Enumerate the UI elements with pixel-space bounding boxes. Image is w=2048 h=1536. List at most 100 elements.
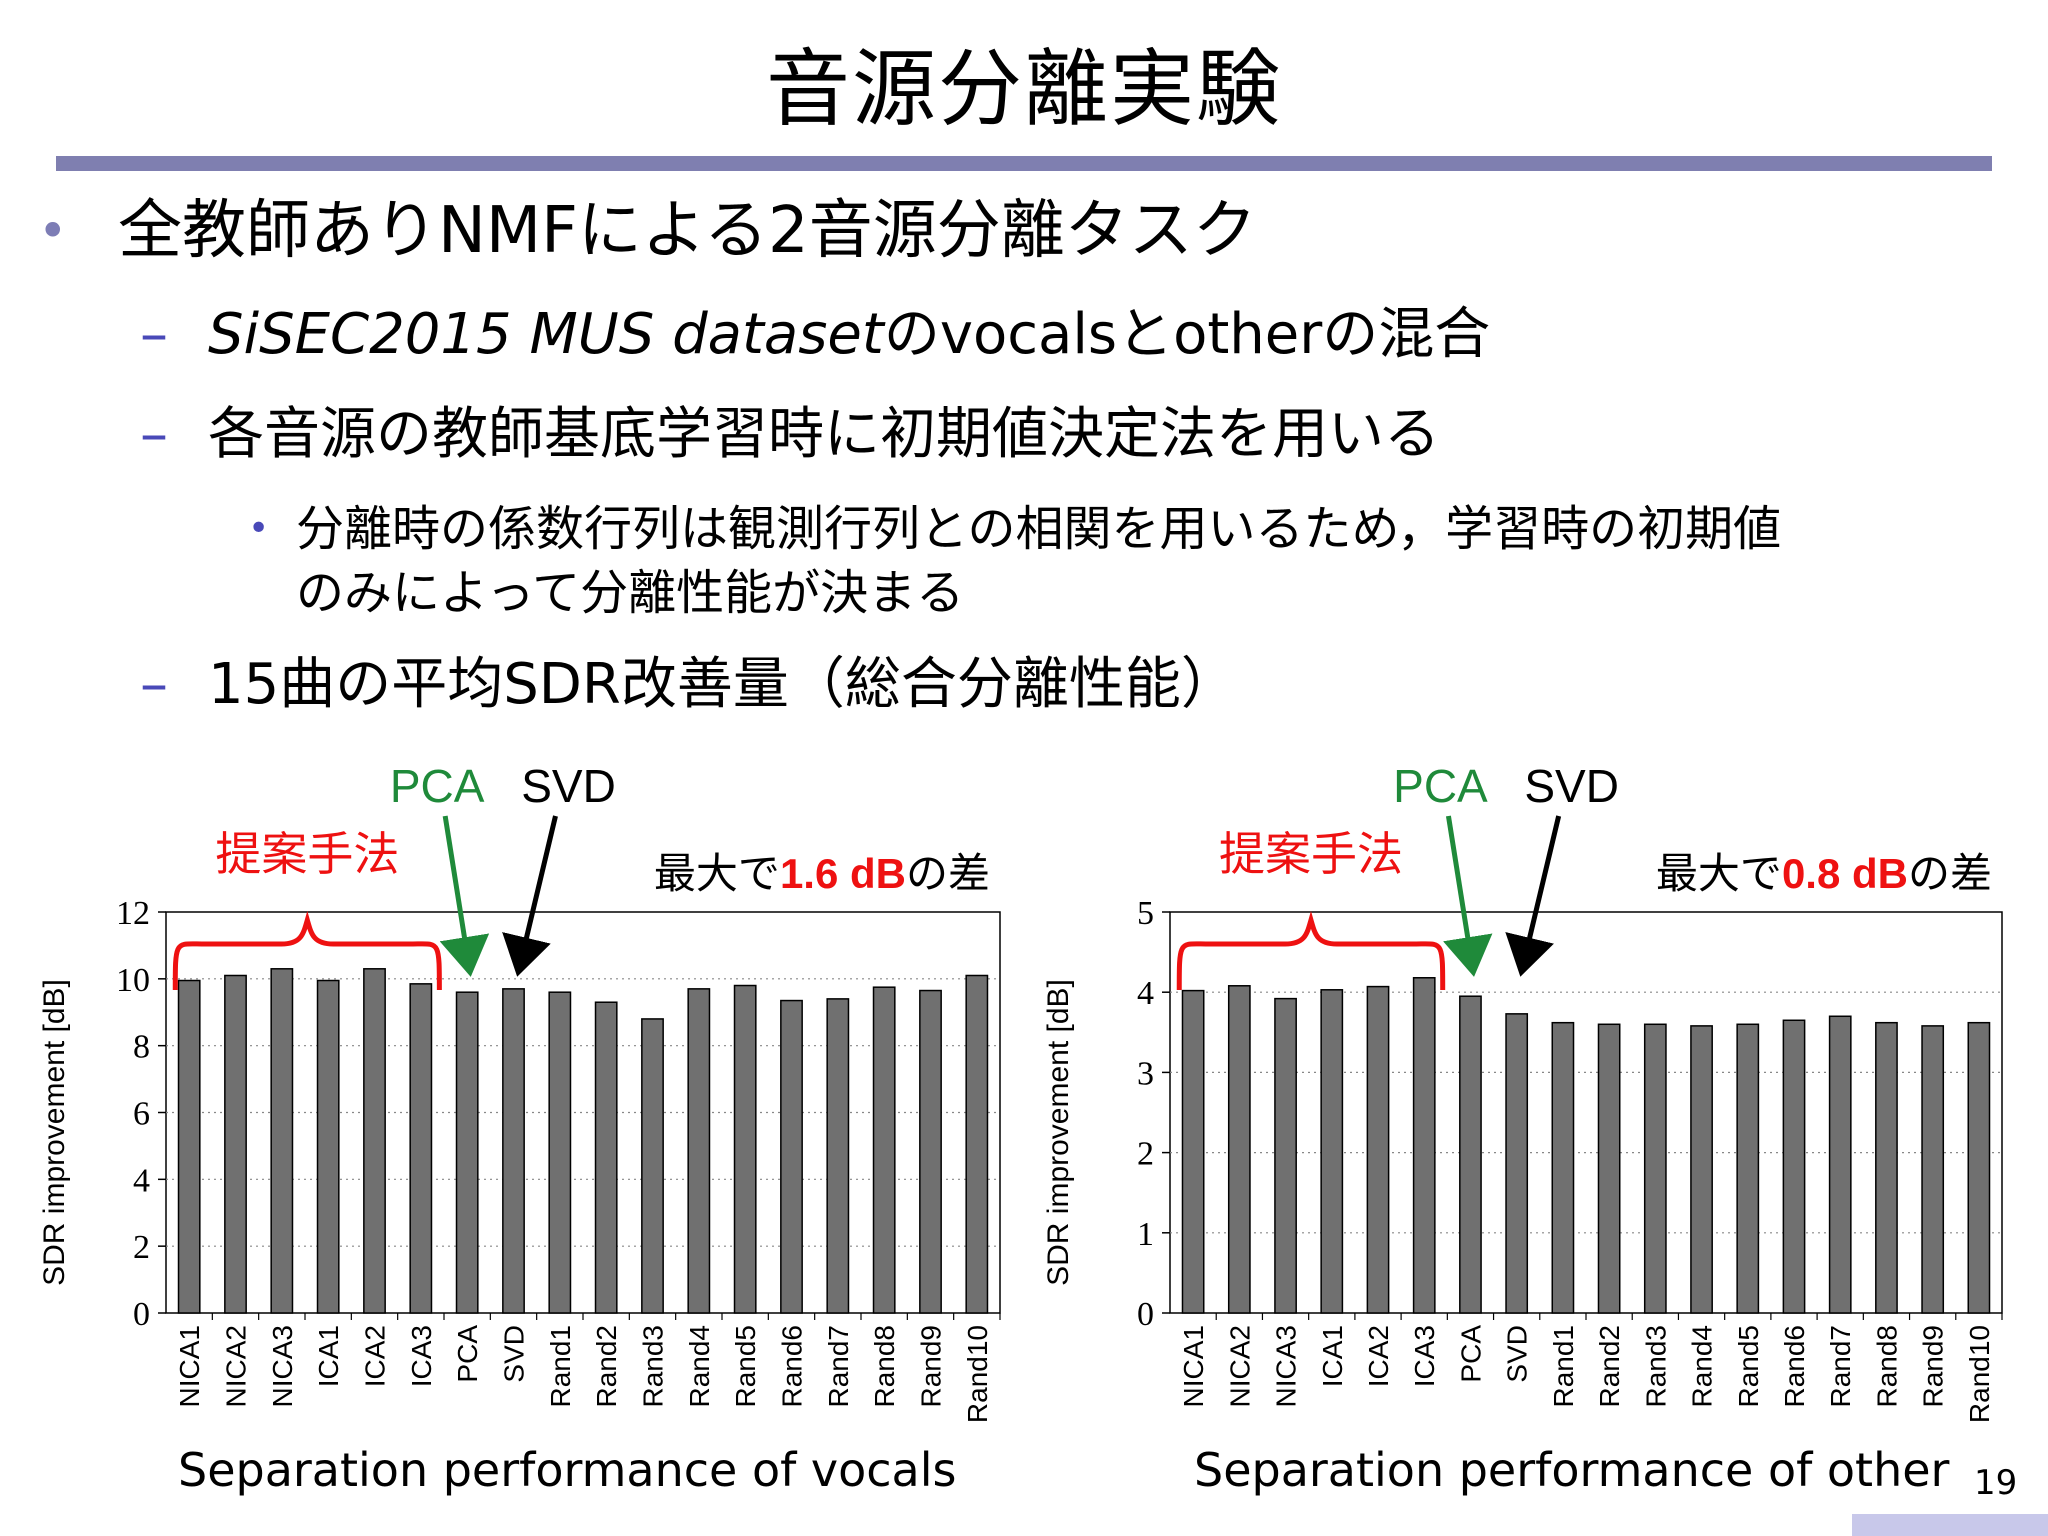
x-tick-label-vocals: NICA1 — [174, 1325, 205, 1407]
proposed-label-vocals: 提案手法 — [215, 827, 399, 881]
bar-other — [1551, 1021, 1575, 1314]
y-tick-label-other: 0 — [1137, 1296, 1154, 1333]
dataset-name: SiSEC2015 MUS dataset — [208, 302, 884, 367]
x-tick-label-vocals: Rand9 — [916, 1325, 947, 1408]
diff-prefix: 最大で — [654, 849, 780, 898]
y-tick-label-other: 3 — [1137, 1055, 1154, 1092]
pca-arrow-other — [1443, 815, 1493, 977]
x-tick-label-other: NICA3 — [1271, 1325, 1302, 1407]
diff-prefix: 最大で — [1656, 849, 1782, 898]
x-tick-label-vocals: SVD — [499, 1325, 530, 1383]
chart-title-vocals: Separation performance of vocals — [178, 1443, 957, 1497]
pca-arrow-vocals — [439, 815, 490, 977]
bar-vocals — [687, 988, 711, 1314]
y-tick-label-vocals: 10 — [116, 962, 150, 999]
pca-label-other: PCA — [1393, 760, 1488, 812]
x-tick-label-other: Rand5 — [1733, 1325, 1764, 1408]
bar-other — [1274, 997, 1297, 1314]
x-tick-label-vocals: NICA3 — [267, 1325, 298, 1407]
bar-vocals — [548, 991, 572, 1314]
bar-other — [1736, 1023, 1760, 1314]
x-tick-label-other: PCA — [1455, 1325, 1486, 1383]
bullet-dot: • — [38, 202, 68, 260]
bar-other — [1505, 1013, 1529, 1314]
x-tick-label-vocals: Rand4 — [684, 1325, 715, 1408]
bar-other — [1643, 1023, 1667, 1314]
x-tick-label-vocals: Rand6 — [777, 1325, 808, 1408]
proposed-brace-other — [1176, 910, 1446, 991]
bar-vocals — [641, 1018, 664, 1314]
diff-value: 0.8 dB — [1782, 850, 1908, 897]
x-tick-label-vocals: Rand10 — [962, 1325, 993, 1423]
y-tick-label-other: 2 — [1137, 1136, 1154, 1173]
bullet-note-line1: 分離時の係数行列は観測行列との相関を用いるため，学習時の初期値 — [296, 501, 1782, 557]
x-tick-label-other: NICA1 — [1178, 1325, 1209, 1407]
bar-vocals — [872, 986, 896, 1314]
x-tick-label-vocals: ICA2 — [360, 1325, 391, 1387]
y-tick-label-vocals: 2 — [133, 1229, 150, 1266]
x-tick-label-vocals: NICA2 — [221, 1325, 252, 1407]
title-rule — [56, 156, 1992, 171]
bullet-dash: – — [140, 652, 168, 717]
bar-other — [1227, 985, 1251, 1314]
bullet-note-line2: のみによって分離性能が決まる — [296, 565, 965, 621]
bar-vocals — [455, 991, 479, 1314]
x-tick-label-vocals: Rand2 — [591, 1325, 622, 1408]
svd-label-other: SVD — [1524, 760, 1619, 812]
corner-bar — [1852, 1514, 2048, 1536]
y-axis-label-vocals: SDR improvement [dB] — [38, 979, 71, 1286]
diff-note-other: 最大で0.8 dBの差 — [1656, 849, 1992, 898]
y-axis-label-other: SDR improvement [dB] — [1042, 979, 1075, 1286]
x-tick-label-vocals: Rand8 — [869, 1325, 900, 1408]
x-tick-label-other: ICA1 — [1317, 1325, 1348, 1387]
x-tick-label-other: Rand3 — [1640, 1325, 1671, 1408]
bar-other — [1366, 985, 1390, 1314]
diff-suffix: の差 — [1908, 849, 1992, 898]
y-tick-label-other: 1 — [1137, 1216, 1154, 1253]
y-tick-label-vocals: 12 — [116, 895, 150, 932]
bullet-sdr: 15曲の平均SDR改善量（総合分離性能） — [208, 652, 1237, 717]
x-tick-label-other: Rand8 — [1871, 1325, 1902, 1408]
bar-vocals — [224, 974, 247, 1314]
bar-other — [1828, 1015, 1852, 1314]
bullet-main: 全教師ありNMFによる2音源分離タスク — [118, 194, 1257, 268]
x-tick-label-vocals: Rand3 — [638, 1325, 669, 1408]
y-tick-label-vocals: 0 — [133, 1296, 150, 1333]
x-tick-label-other: Rand7 — [1825, 1325, 1856, 1408]
bullet-dash: – — [140, 302, 168, 367]
x-tick-label-vocals: PCA — [452, 1325, 483, 1383]
y-tick-label-vocals: 6 — [133, 1096, 150, 1133]
proposed-brace-vocals — [172, 910, 442, 991]
bullet-init-method: 各音源の教師基底学習時に初期値決定法を用いる — [208, 402, 1440, 467]
y-tick-label-vocals: 4 — [133, 1162, 150, 1199]
x-tick-label-other: Rand4 — [1687, 1325, 1718, 1408]
svd-arrow-other — [1505, 815, 1562, 977]
diff-suffix: の差 — [906, 849, 990, 898]
x-tick-label-vocals: ICA1 — [313, 1325, 344, 1387]
x-tick-label-vocals: ICA3 — [406, 1325, 437, 1387]
x-tick-label-other: ICA3 — [1409, 1325, 1440, 1387]
bar-vocals — [826, 998, 850, 1314]
bar-vocals — [965, 974, 989, 1314]
bullet-dot-small: • — [248, 508, 270, 549]
bar-vocals — [919, 989, 942, 1314]
bar-other — [1690, 1025, 1713, 1314]
bar-vocals — [502, 988, 525, 1314]
dataset-desc: のvocalsとotherの混合 — [883, 302, 1491, 367]
bar-other — [1412, 977, 1436, 1314]
bar-vocals — [316, 979, 340, 1314]
bar-other — [1967, 1021, 1991, 1314]
x-tick-label-other: Rand9 — [1918, 1325, 1949, 1408]
diff-value: 1.6 dB — [780, 850, 906, 897]
diff-note-vocals: 最大で1.6 dBの差 — [654, 849, 990, 898]
y-tick-label-other: 5 — [1137, 895, 1154, 932]
bar-other — [1597, 1023, 1621, 1314]
svd-label-vocals: SVD — [521, 760, 616, 812]
bar-vocals — [733, 984, 757, 1314]
page-number: 19 — [1974, 1463, 2018, 1503]
pca-label-vocals: PCA — [390, 760, 485, 812]
y-tick-label-other: 4 — [1137, 975, 1154, 1012]
x-tick-label-other: Rand2 — [1594, 1325, 1625, 1408]
proposed-label-other: 提案手法 — [1219, 827, 1403, 881]
